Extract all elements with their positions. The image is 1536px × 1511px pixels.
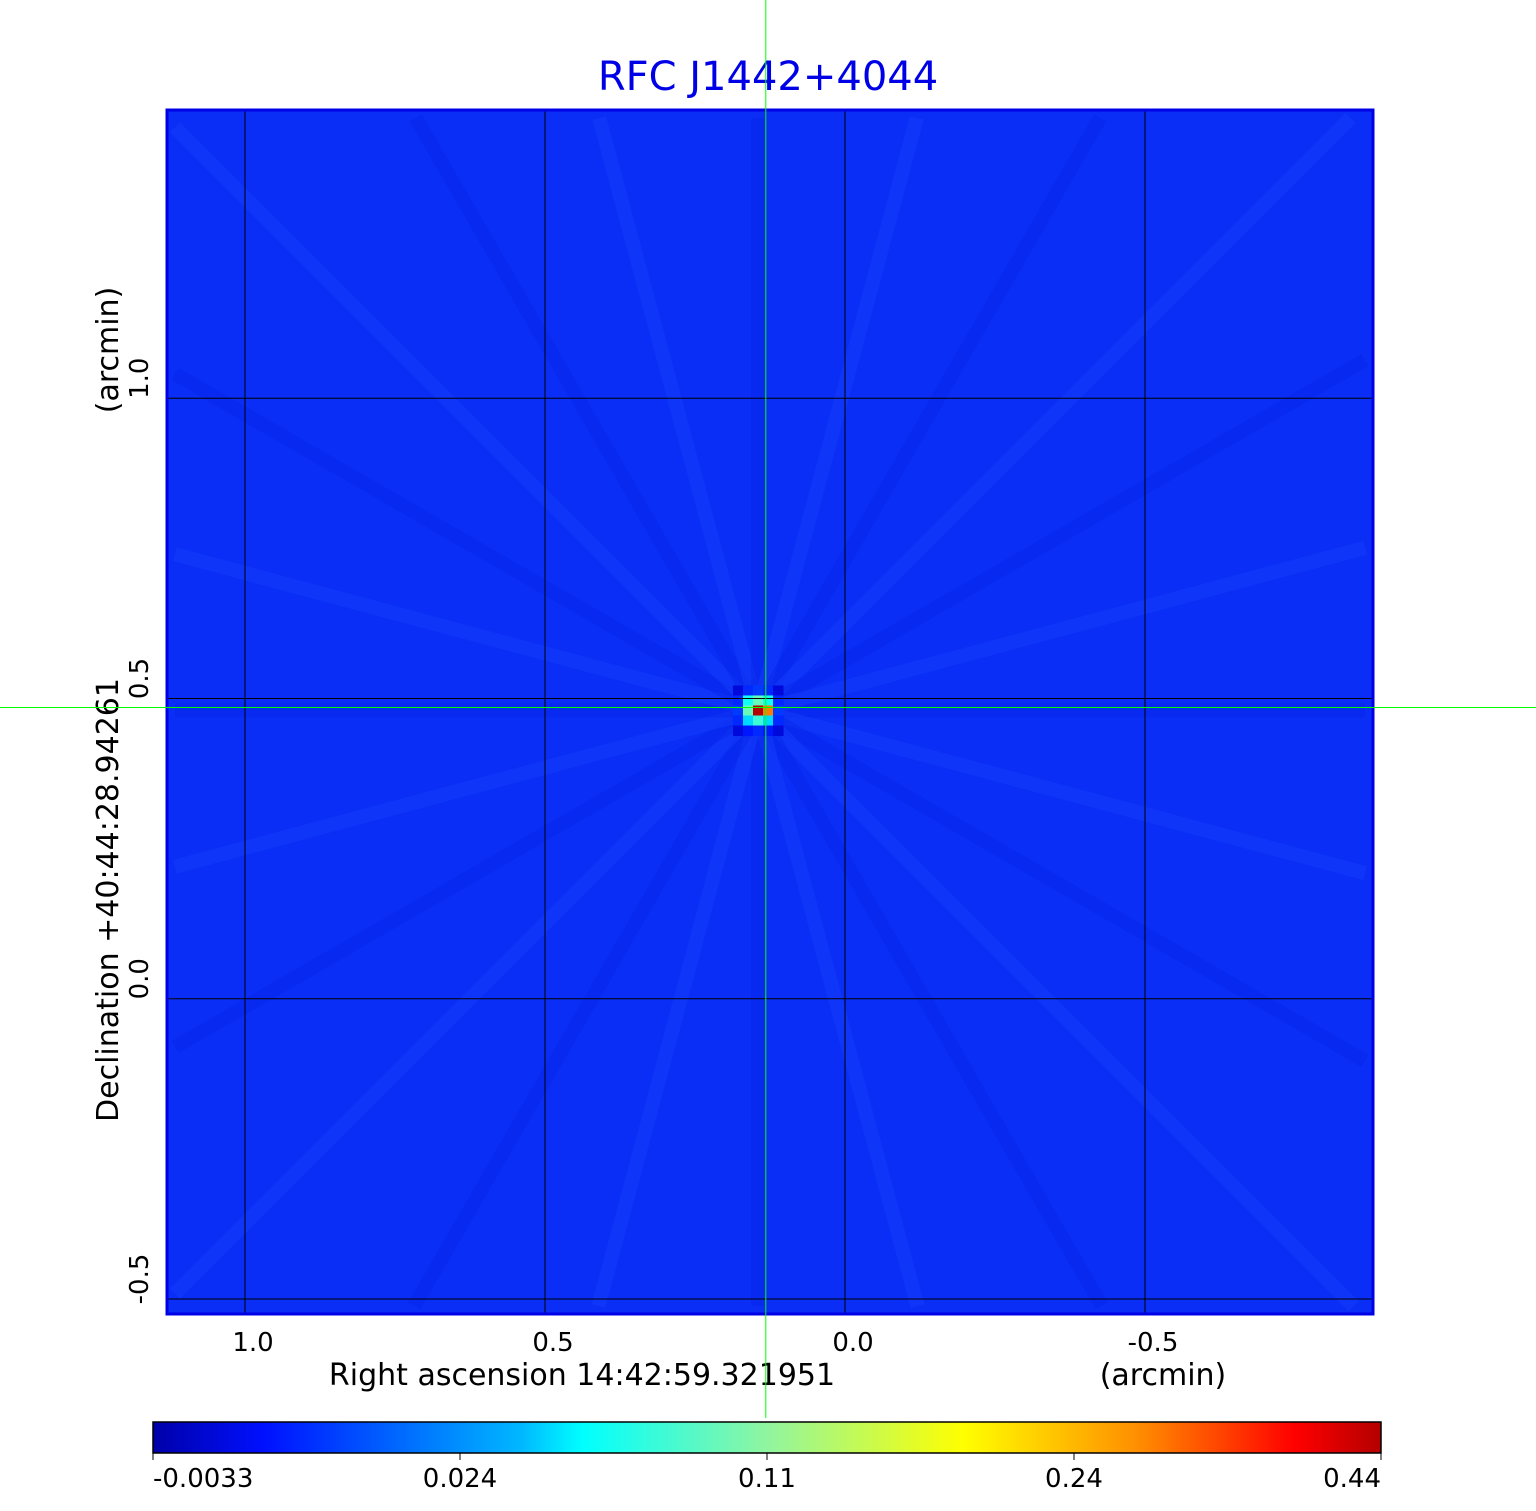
source-pixel xyxy=(752,705,764,717)
sidelobe-streak xyxy=(592,116,765,713)
source-pixel xyxy=(742,705,754,717)
source-pixel xyxy=(763,705,774,717)
source-pixel xyxy=(732,705,744,717)
source-pixel xyxy=(763,695,774,706)
sidelobe-streak xyxy=(756,541,1367,718)
source-pixel xyxy=(773,705,784,717)
source-pixel xyxy=(732,715,744,727)
colorbar-tick-label: 0.44 xyxy=(1323,1464,1381,1494)
y-tick-label: 0.0 xyxy=(125,958,155,999)
colorbar-ticks: -0.0033 0.024 0.11 0.24 0.44 xyxy=(152,1453,1382,1494)
plot-area: 1.0 0.5 0.0 -0.5 1.0 0.5 0.0 -0.5 xyxy=(125,108,1375,1358)
y-tick-label: 1.0 xyxy=(125,358,155,399)
sidelobe-streak xyxy=(751,708,925,1308)
source-pixel xyxy=(763,715,774,727)
sidelobe-streak xyxy=(170,705,763,1299)
colorbar-tick-label: -0.0033 xyxy=(153,1464,253,1494)
sidelobe-streak xyxy=(754,704,1369,1068)
source-pixel xyxy=(742,685,754,696)
source-pixel xyxy=(752,725,764,737)
x-axis-label: Right ascension 14:42:59.321951 xyxy=(329,1358,835,1393)
source-pixel xyxy=(773,685,784,696)
sidelobe-streak xyxy=(751,114,1107,714)
source-pixel xyxy=(732,725,744,737)
source-pixel xyxy=(742,715,754,727)
x-axis-unit: (arcmin) xyxy=(1100,1358,1227,1393)
source-pixel xyxy=(742,695,754,706)
sidelobe-streak xyxy=(753,705,1359,1311)
x-tick-label: 1.0 xyxy=(232,1328,273,1358)
y-tick-label: -0.5 xyxy=(125,1254,155,1305)
colorbar-tick-label: 0.024 xyxy=(423,1464,497,1494)
colorbar-tick-label: 0.24 xyxy=(1045,1464,1103,1494)
chart-title: RFC J1442+4044 xyxy=(598,54,938,100)
source-pixel xyxy=(752,695,764,706)
sidelobe-streak xyxy=(591,708,765,1308)
sidelobe-streak xyxy=(754,353,1369,717)
x-tick-label: -0.5 xyxy=(1128,1328,1179,1358)
source-pixel xyxy=(773,715,784,727)
source-pixel xyxy=(763,725,774,737)
source-pixel xyxy=(732,695,744,706)
y-tick-label: 0.5 xyxy=(125,658,155,699)
plot-frame xyxy=(165,108,1375,1316)
sidelobe-streak xyxy=(170,122,763,716)
source-pixel xyxy=(763,685,774,696)
sidelobe-streak xyxy=(751,706,1108,1310)
sidelobe-streak xyxy=(753,113,1356,716)
colorbar xyxy=(152,1421,1382,1454)
source-pixel xyxy=(773,695,784,706)
source-pixel xyxy=(742,725,754,737)
source-pixel xyxy=(752,715,764,727)
colorbar-tick-label: 0.11 xyxy=(738,1464,796,1494)
x-tick-label: 0.0 xyxy=(832,1328,873,1358)
sidelobe-streak xyxy=(171,367,762,717)
sidelobe-streak xyxy=(173,547,760,718)
crosshair xyxy=(0,0,1536,1418)
sidelobe-streak xyxy=(171,704,762,1054)
y-axis-unit: (arcmin) xyxy=(91,287,126,414)
source-pixel xyxy=(773,725,784,737)
x-tick-label: 0.5 xyxy=(532,1328,573,1358)
source-pixel xyxy=(732,685,744,696)
source-pixel xyxy=(752,685,764,696)
sidelobe-streak xyxy=(408,706,765,1310)
y-axis-label: Declination +40:44:28.94261 xyxy=(91,678,126,1122)
sidelobe-streak xyxy=(409,114,765,714)
sidelobe-streak xyxy=(173,703,760,874)
sidelobe-streak xyxy=(756,703,1367,880)
sidelobe-streak xyxy=(751,116,924,713)
